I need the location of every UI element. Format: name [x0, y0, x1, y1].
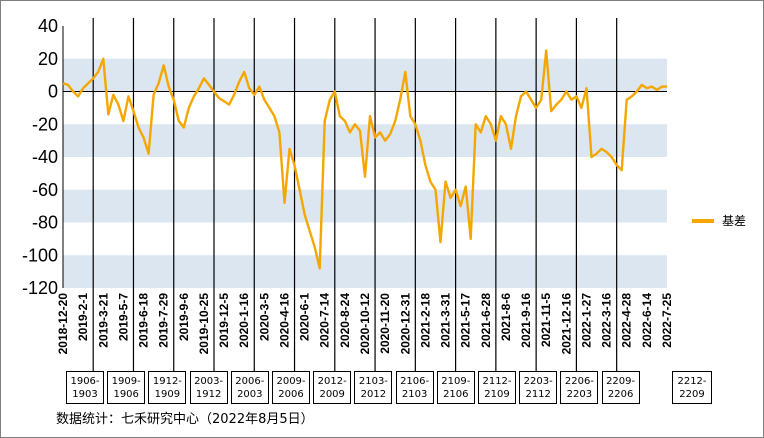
x-tick-label: 2019-2-1 [76, 293, 90, 341]
contract-box: 2012- 2009 [313, 371, 352, 404]
y-tick-label: -40 [32, 147, 58, 167]
x-tick-label: 2020-12-31 [398, 293, 412, 355]
x-tick-label: 2021-8-6 [499, 293, 513, 341]
x-tick-label: 2022-4-28 [620, 293, 634, 348]
x-tick-label: 2020-6-1 [298, 293, 312, 341]
x-tick-label: 2021-11-5 [539, 293, 553, 347]
x-tick-label: 2022-6-14 [640, 293, 654, 348]
band-3 [63, 255, 667, 288]
contract-box: 2112- 2109 [478, 371, 516, 404]
y-tick-label: -20 [32, 114, 58, 134]
x-tick-label: 2021-3-31 [439, 293, 453, 348]
x-tick-label: 2019-12-5 [217, 293, 231, 348]
contract-box: 1912- 1909 [148, 371, 187, 404]
x-tick-label: 2020-1-16 [237, 293, 251, 348]
x-tick-label: 2019-9-6 [177, 293, 191, 341]
legend-swatch [692, 218, 714, 223]
legend: 基差 [692, 212, 746, 229]
band-1 [63, 124, 667, 157]
contract-box: 1906- 1903 [66, 371, 104, 404]
contract-box: 2212- 2209 [672, 371, 712, 404]
series-line-basis [62, 49, 667, 270]
contract-box: 2106- 2103 [395, 371, 434, 404]
x-tick-label: 2022-1-27 [579, 293, 593, 348]
y-tick-label: -60 [32, 180, 58, 200]
y-tick-label: 20 [38, 49, 58, 69]
x-tick-label: 2019-5-7 [116, 293, 130, 341]
y-tick-label: 40 [38, 16, 58, 36]
x-tick-label: 2019-3-21 [96, 293, 110, 348]
contract-box: 2103- 2012 [354, 371, 393, 404]
contract-box: 2006- 2003 [230, 371, 269, 404]
contract-box: 1909- 1906 [107, 371, 146, 404]
x-tick-label: 2018-12-20 [56, 293, 70, 355]
x-tick-label: 2020-3-5 [257, 293, 271, 341]
x-tick-label: 2020-7-14 [318, 293, 332, 348]
legend-label: 基差 [722, 214, 747, 228]
x-tick-label: 2020-10-12 [358, 293, 372, 355]
x-tick-label: 2021-6-28 [479, 293, 493, 348]
source-note: 数据统计：七禾研究中心（2022年8月5日） [56, 412, 314, 427]
y-tick-label: 0 [48, 82, 58, 102]
x-tick-label: 2019-7-29 [157, 293, 171, 348]
contract-box: 2203- 2112 [519, 371, 558, 404]
y-tick-label: -120 [22, 278, 58, 298]
contract-box: 2209- 2206 [601, 371, 640, 404]
y-tick-label: -80 [32, 213, 58, 233]
y-tick-label: -100 [22, 245, 58, 265]
x-tick-label: 2022-7-25 [660, 293, 674, 348]
x-tick-label: 2019-6-18 [137, 293, 151, 348]
x-tick-label: 2021-9-16 [519, 293, 533, 348]
x-tick-label: 2020-11-20 [378, 293, 392, 354]
x-tick-label: 2021-2-18 [418, 293, 432, 348]
x-tick-label: 2021-12-16 [559, 293, 573, 355]
contract-box: 2009- 2006 [272, 371, 310, 404]
contract-box: 2206- 2203 [560, 371, 599, 404]
x-tick-label: 2019-10-25 [197, 293, 211, 355]
x-tick-label: 2020-4-16 [277, 293, 291, 348]
contract-box: 2003- 1912 [189, 371, 228, 404]
x-tick-label: 2022-3-16 [600, 293, 614, 348]
band-2 [63, 189, 667, 223]
x-tick-label: 2020-8-24 [338, 293, 352, 348]
contract-box: 2109- 2106 [436, 371, 475, 404]
x-tick-label: 2021-5-17 [459, 293, 473, 348]
